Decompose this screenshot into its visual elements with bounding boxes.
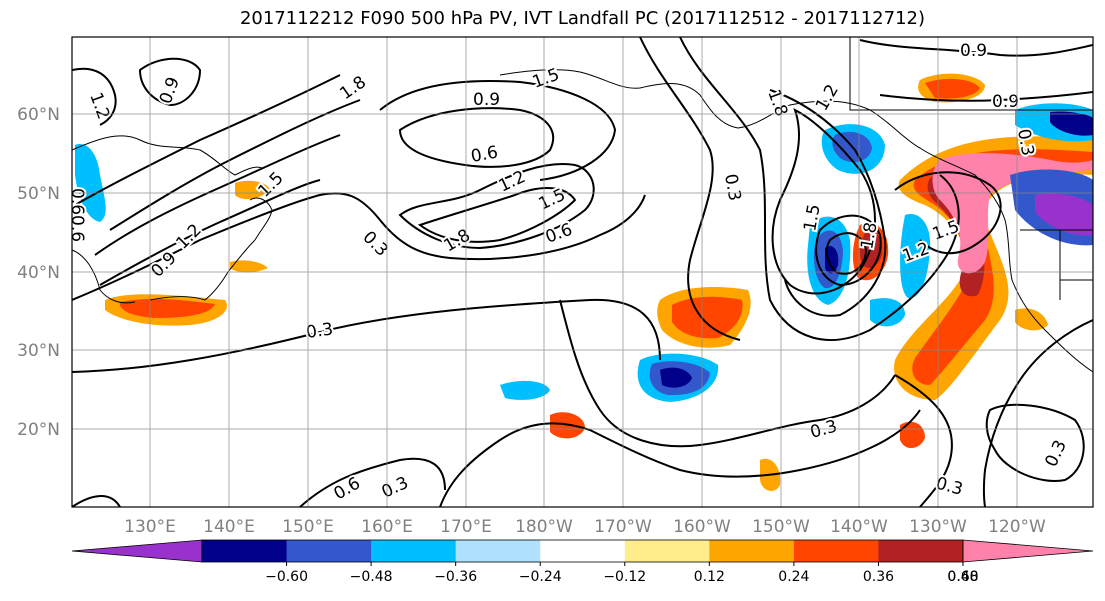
contour-label: 0.6: [67, 188, 87, 215]
positive-ivt-peak: [932, 153, 1093, 274]
lon-label: 130°W: [909, 517, 967, 537]
contour-label: 0.9: [147, 248, 180, 281]
positive-blob-se: [900, 421, 925, 449]
colorbar-tick-label: −0.60: [265, 569, 308, 585]
positive-blob-yukon-core: [925, 78, 980, 99]
negative-blob-canada-core: [1050, 111, 1093, 136]
contour-label: 0.3: [1041, 437, 1071, 470]
lat-label: 60°N: [17, 105, 60, 125]
positive-blob-central-core: [672, 296, 743, 339]
lon-label: 120°W: [988, 517, 1046, 537]
colorbar-swatch: [371, 540, 457, 562]
positive-blob-honshu: [230, 260, 268, 273]
negative-blob-us-core: [1035, 193, 1093, 236]
lon-label: 130°E: [124, 517, 176, 537]
positive-blob-california: [1015, 308, 1048, 331]
colorbar-frame: [201, 539, 964, 563]
lon-label: 180°W: [515, 517, 573, 537]
positive-blob-kuril: [235, 180, 270, 200]
negative-blob-west: [500, 380, 550, 400]
contour-label: 0.9: [156, 74, 184, 106]
colorbar-extend-min: [71, 539, 203, 563]
graticule: [72, 37, 1093, 507]
contour-label: 0.6: [469, 143, 499, 167]
colorbar-swatch: [202, 540, 288, 562]
negative-blob-small: [870, 298, 905, 327]
map-title: 2017112212 F090 500 hPa PV, IVT Landfall…: [239, 8, 926, 29]
colorbar-tick-label: 0.60: [947, 569, 978, 585]
contour-label: 0.9: [992, 92, 1019, 112]
negative-blob-asia: [75, 144, 106, 222]
colorbar-tick-label: 0.12: [694, 569, 725, 585]
colorbar-swatch: [793, 540, 879, 562]
colorbar-tick-label: 0.24: [778, 569, 809, 585]
negative-blob-low-core: [825, 245, 839, 274]
contour-label: 1.8: [441, 225, 474, 256]
longitude-labels: 130°E 140°E 150°E 160°E 170°E 180°W 170°…: [124, 517, 1046, 537]
lon-label: 160°E: [361, 517, 413, 537]
contour-label: 1.2: [172, 220, 205, 253]
colorbar-tick-label: −0.36: [434, 569, 477, 585]
contour-label: 0.3: [720, 172, 744, 202]
lon-label: 170°W: [594, 517, 652, 537]
contour-label: 0.6: [543, 220, 575, 248]
contour-label: 0.3: [305, 319, 335, 343]
pv-contours: [72, 37, 1093, 507]
contour-label: 0.6: [67, 215, 87, 242]
lon-label: 170°E: [440, 517, 492, 537]
lon-label: 140°W: [830, 517, 888, 537]
lat-label: 30°N: [17, 341, 60, 361]
contour-label: 1.8: [336, 72, 370, 104]
colorbar-swatch: [540, 540, 626, 562]
contour-label: 0.3: [379, 473, 412, 503]
latitude-labels: 60°N 50°N 40°N 30°N 20°N: [17, 105, 60, 440]
colorbar-extend-max: [962, 539, 1094, 563]
lon-label: 160°W: [673, 517, 731, 537]
coastlines: [72, 37, 1093, 373]
lat-label: 40°N: [17, 263, 60, 283]
contour-label: 0.9: [473, 90, 500, 110]
contour-label: 0.6: [331, 473, 364, 504]
colorbar-swatch: [624, 540, 710, 562]
colorbar: −0.60 −0.48 −0.36 −0.24 −0.12 0.12 0.24 0.36 0.4…: [71, 539, 1094, 585]
map-frame: [71, 36, 1094, 508]
colorbar-swatch: [455, 540, 541, 562]
colorbar-tick-label: −0.12: [603, 569, 646, 585]
lon-label: 140°E: [203, 517, 255, 537]
colorbar-tick-label: −0.48: [350, 569, 393, 585]
lat-label: 20°N: [17, 420, 60, 440]
contour-label: 0.9: [960, 41, 987, 61]
map-field: 1.2 0.9 1.8 0.9 1.5 0.6 1.2 1.5 0.6 0.3 …: [67, 37, 1093, 507]
colorbar-swatch: [878, 540, 964, 562]
colorbar-tick-label: 0.36: [863, 569, 894, 585]
lon-label: 150°E: [282, 517, 334, 537]
negative-blob-central-core: [660, 367, 692, 388]
colorbar-swatch: [709, 540, 795, 562]
negative-blob-coast: [900, 214, 931, 299]
lon-label: 150°W: [752, 517, 810, 537]
lat-label: 50°N: [17, 184, 60, 204]
colorbar-swatch: [286, 540, 372, 562]
colorbar-tick-label: −0.24: [519, 569, 562, 585]
contour-label: 1.2: [812, 81, 843, 114]
positive-blob-japan-core: [119, 298, 215, 318]
colorbar-tick-label: 0.48: [947, 569, 978, 585]
